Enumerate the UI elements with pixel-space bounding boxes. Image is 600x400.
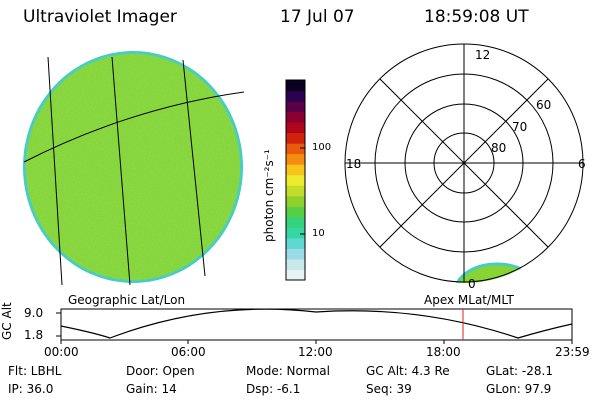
alt-x-tick-2: 12:00 [298,345,333,359]
colorbar-segment [286,206,305,218]
colorbar-segment [286,101,305,113]
polar-mlt-0: 0 [468,277,476,291]
colorbar-segment [286,111,305,123]
alt-y-top: 9.0 [24,306,44,320]
polar-grid [344,43,584,283]
colorbar-segment [286,90,305,102]
geo-image-disk [23,51,245,286]
colorbar-segment [286,132,305,144]
colorbar-segment [286,269,305,281]
status-dsp: Dsp: -6.1 [246,382,301,396]
alt-x-tick-0: 00:00 [44,345,79,359]
alt-ylabel: GC Alt [0,302,14,340]
colorbar-segment [286,143,305,155]
colorbar-segment [286,227,305,239]
alt-x-tick-4: 23:59 [555,345,590,359]
polar-lat-60: 60 [536,98,552,112]
polar-mlt-12: 12 [475,48,491,62]
colorbar-ticks [300,147,305,235]
status-glon: GLon: 97.9 [486,382,552,396]
colorbar-segment [286,237,305,249]
polar-mlt-18: 18 [346,157,362,171]
status-door: Door: Open [126,364,195,378]
colorbar-tick-100: 100 [312,142,332,153]
polar-lat-80: 80 [491,141,507,155]
colorbar-segment [286,80,305,92]
status-gain: Gain: 14 [126,382,177,396]
alt-x-tick-3: 18:00 [426,345,461,359]
colorbar-segment [286,195,305,207]
colorbar-tick-10: 10 [312,228,325,239]
app-title: Ultraviolet Imager [23,7,177,27]
colorbar-segment [286,258,305,270]
alt-x-tick-1: 06:00 [171,345,206,359]
status-glat: GLat: -28.1 [486,364,553,378]
colorbar-segment [286,164,305,176]
status-gc-alt: GC Alt: 4.3 Re [366,364,450,378]
colorbar [286,80,305,281]
status-filter: Flt: LBHL [8,364,62,378]
alt-y-bottom: 1.8 [24,328,44,342]
status-seq: Seq: 39 [366,382,412,396]
polar-lat-70: 70 [512,120,528,134]
altitude-chart [56,308,573,344]
polar-panel-label: Apex MLat/MLT [424,293,514,307]
geo-panel-label: Geographic Lat/Lon [68,293,186,307]
colorbar-frame [285,79,306,281]
colorbar-segment [286,153,305,165]
colorbar-segment [286,174,305,186]
colorbar-segment [286,122,305,134]
colorbar-segment [286,185,305,197]
header-date: 17 Jul 07 [280,7,355,27]
status-mode: Mode: Normal [246,364,330,378]
geo-grid-lines [23,56,245,286]
header-time: 18:59:08 UT [424,7,529,27]
colorbar-segment [286,216,305,228]
colorbar-segment [286,248,305,260]
status-ip: IP: 36.0 [8,382,54,396]
colorbar-unit-label: photon cm⁻²s⁻¹ [262,149,276,242]
polar-mlt-6: 6 [578,157,586,171]
